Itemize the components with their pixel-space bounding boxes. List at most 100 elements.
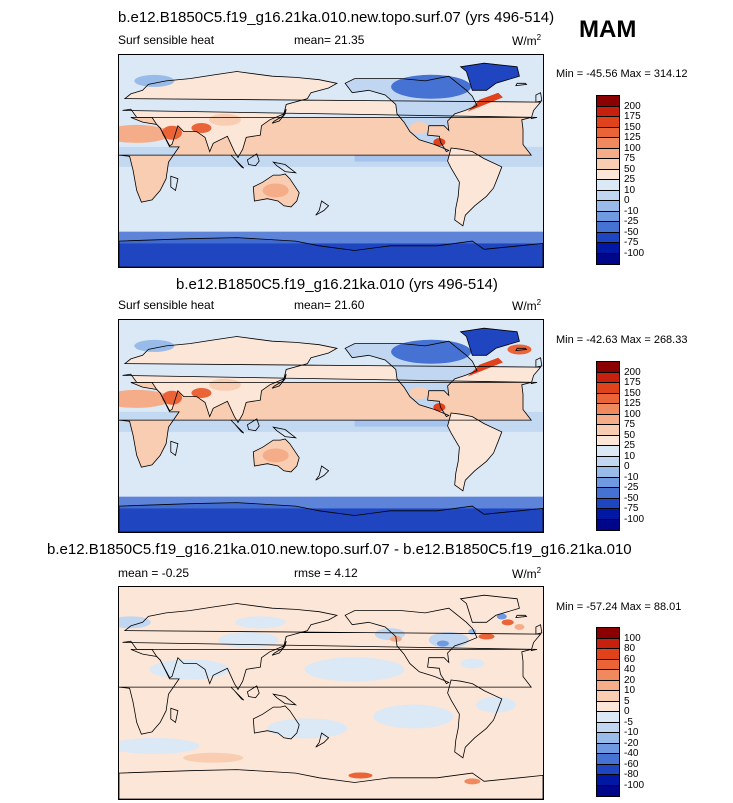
greenland-coast-coastline <box>459 62 520 91</box>
uk-coastline <box>535 357 543 368</box>
anomaly-region <box>218 632 279 648</box>
gulf-stream-heat <box>467 357 503 377</box>
colorbar-label: 40 <box>624 664 636 675</box>
colorbar-label: 75 <box>624 419 636 430</box>
new-guinea-coastline <box>272 693 298 706</box>
sahara-heat <box>119 389 171 408</box>
antarctica-coastline <box>119 237 543 267</box>
colorbar-cell <box>597 435 619 446</box>
eastern-pacific-band <box>354 416 475 427</box>
colorbar-cell <box>597 169 619 180</box>
anomaly-region <box>304 657 405 682</box>
colorbar-label: 80 <box>624 643 636 654</box>
colorbar-cell <box>597 148 619 159</box>
colorbar-label: 25 <box>624 440 636 451</box>
panel-1-units: W/m2 <box>512 33 542 48</box>
eurasia-field <box>122 71 541 158</box>
eurasia-coastline <box>122 71 542 159</box>
australia-coastline <box>252 173 300 208</box>
new-zealand-coastline <box>315 465 330 481</box>
colorbar-label: 10 <box>624 184 636 196</box>
south-america-field <box>447 413 502 491</box>
africa-coastline <box>119 117 533 203</box>
panel-2-map <box>118 319 544 533</box>
japan-coastline <box>271 641 287 656</box>
colorbar-cell <box>597 775 619 786</box>
colorbar-cell <box>597 96 619 107</box>
colorbar-label: 10 <box>624 450 636 462</box>
colorbar-label: 100 <box>624 142 641 154</box>
colorbar-cell <box>597 414 619 425</box>
colorbar-label: 60 <box>624 653 636 665</box>
colorbar-label: -10 <box>624 205 639 217</box>
greenland-field <box>460 328 520 356</box>
colorbar-label: 50 <box>624 429 636 441</box>
sahara-heat <box>119 124 171 143</box>
panel-1-map <box>118 54 544 268</box>
colorbar-cell <box>597 628 619 639</box>
colorbar-cell <box>597 680 619 691</box>
panel-2-map-field <box>119 320 543 532</box>
eurasia-coastline <box>122 603 542 691</box>
iceland-coastline <box>515 614 528 619</box>
colorbar-cell <box>597 467 619 478</box>
colorbar-cell <box>597 638 619 649</box>
madagascar-coastline <box>170 440 179 457</box>
australia-heat <box>262 448 289 463</box>
southasia-heat <box>191 123 212 134</box>
australia-heat <box>262 183 289 198</box>
scandinavia-cold <box>134 74 175 87</box>
antarctic-cold <box>119 508 543 532</box>
colorbar-cell <box>597 211 619 222</box>
colorbar-label: 10 <box>624 685 636 696</box>
colorbar-label: 200 <box>624 366 641 378</box>
colorbar-cell <box>597 253 619 264</box>
colorbar-label: -75 <box>624 237 639 248</box>
greenland-coast-coastline <box>459 594 520 623</box>
positive-anomaly <box>514 624 525 631</box>
anomaly-region <box>183 752 244 763</box>
panel-1-mean: mean= 21.35 <box>294 33 365 47</box>
anomaly-region <box>475 696 516 713</box>
colorbar-cell <box>597 509 619 520</box>
colorbar-cell <box>597 764 619 775</box>
south-america-field <box>447 148 502 226</box>
colorbar-cell <box>597 383 619 394</box>
colorbar-cell <box>597 733 619 744</box>
panel-1-map-field <box>119 55 543 267</box>
colorbar-cell <box>597 743 619 754</box>
colorbar-label: -25 <box>624 482 639 493</box>
panel-1-minmax: Min = -45.56 Max = 314.12 <box>556 68 688 80</box>
uk-coastline <box>535 624 543 635</box>
colorbar-cell <box>597 243 619 254</box>
south-america-coastline <box>447 147 503 227</box>
colorbar-cell <box>597 372 619 383</box>
panel-2-minmax: Min = -42.63 Max = 268.33 <box>556 334 688 346</box>
scandinavia-cold <box>134 339 175 352</box>
colorbar-cell <box>597 127 619 138</box>
anomaly-region <box>267 718 348 739</box>
anomaly-region <box>235 616 286 629</box>
new-guinea-coastline <box>272 161 298 174</box>
anomaly-region <box>373 704 454 729</box>
madagascar-coastline <box>170 707 179 724</box>
tibet-heat <box>209 378 241 391</box>
colorbar-cell <box>597 106 619 117</box>
sea-ice-band <box>119 496 543 511</box>
positive-anomaly <box>501 619 514 626</box>
colorbar-label: 175 <box>624 111 641 122</box>
greenland-field <box>460 63 520 91</box>
colorbar-label: 175 <box>624 377 641 388</box>
colorbar-cell <box>597 785 619 796</box>
panel-2-colorbar <box>596 361 620 531</box>
colorbar-cell <box>597 190 619 201</box>
colorbar-label: 100 <box>624 408 641 420</box>
panel-3-rmse: rmse = 4.12 <box>294 566 358 580</box>
colorbar-cell <box>597 404 619 415</box>
anomaly-region <box>428 632 469 648</box>
colorbar-label: 125 <box>624 398 641 409</box>
panel-1-title: b.e12.B1850C5.f19_g16.21ka.010.new.topo.… <box>118 9 555 26</box>
anomaly-region <box>149 659 230 680</box>
panel-3-mean: mean = -0.25 <box>118 566 190 580</box>
gulf-stream-heat <box>467 92 503 112</box>
